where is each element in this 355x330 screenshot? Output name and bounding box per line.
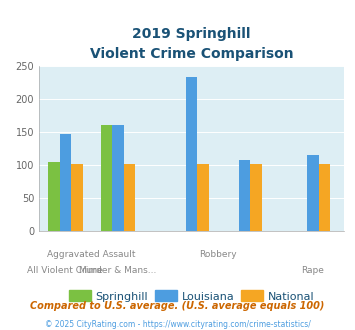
Text: © 2025 CityRating.com - https://www.cityrating.com/crime-statistics/: © 2025 CityRating.com - https://www.city… xyxy=(45,319,310,329)
Text: All Violent Crime: All Violent Crime xyxy=(27,266,103,275)
Bar xyxy=(60,134,71,231)
Bar xyxy=(239,160,250,231)
Bar xyxy=(71,164,83,231)
Bar xyxy=(318,164,330,231)
Bar xyxy=(124,164,135,231)
Bar xyxy=(100,125,112,231)
Bar xyxy=(186,77,197,231)
Bar xyxy=(197,164,209,231)
Text: Compared to U.S. average. (U.S. average equals 100): Compared to U.S. average. (U.S. average … xyxy=(30,301,325,311)
Bar xyxy=(112,125,124,231)
Legend: Springhill, Louisiana, National: Springhill, Louisiana, National xyxy=(65,286,319,306)
Text: Murder & Mans...: Murder & Mans... xyxy=(79,266,157,275)
Bar xyxy=(48,162,60,231)
Bar xyxy=(250,164,262,231)
Text: Aggravated Assault: Aggravated Assault xyxy=(48,250,136,259)
Title: 2019 Springhill
Violent Crime Comparison: 2019 Springhill Violent Crime Comparison xyxy=(90,27,294,61)
Text: Robbery: Robbery xyxy=(199,250,237,259)
Bar xyxy=(307,155,318,231)
Text: Rape: Rape xyxy=(301,266,324,275)
